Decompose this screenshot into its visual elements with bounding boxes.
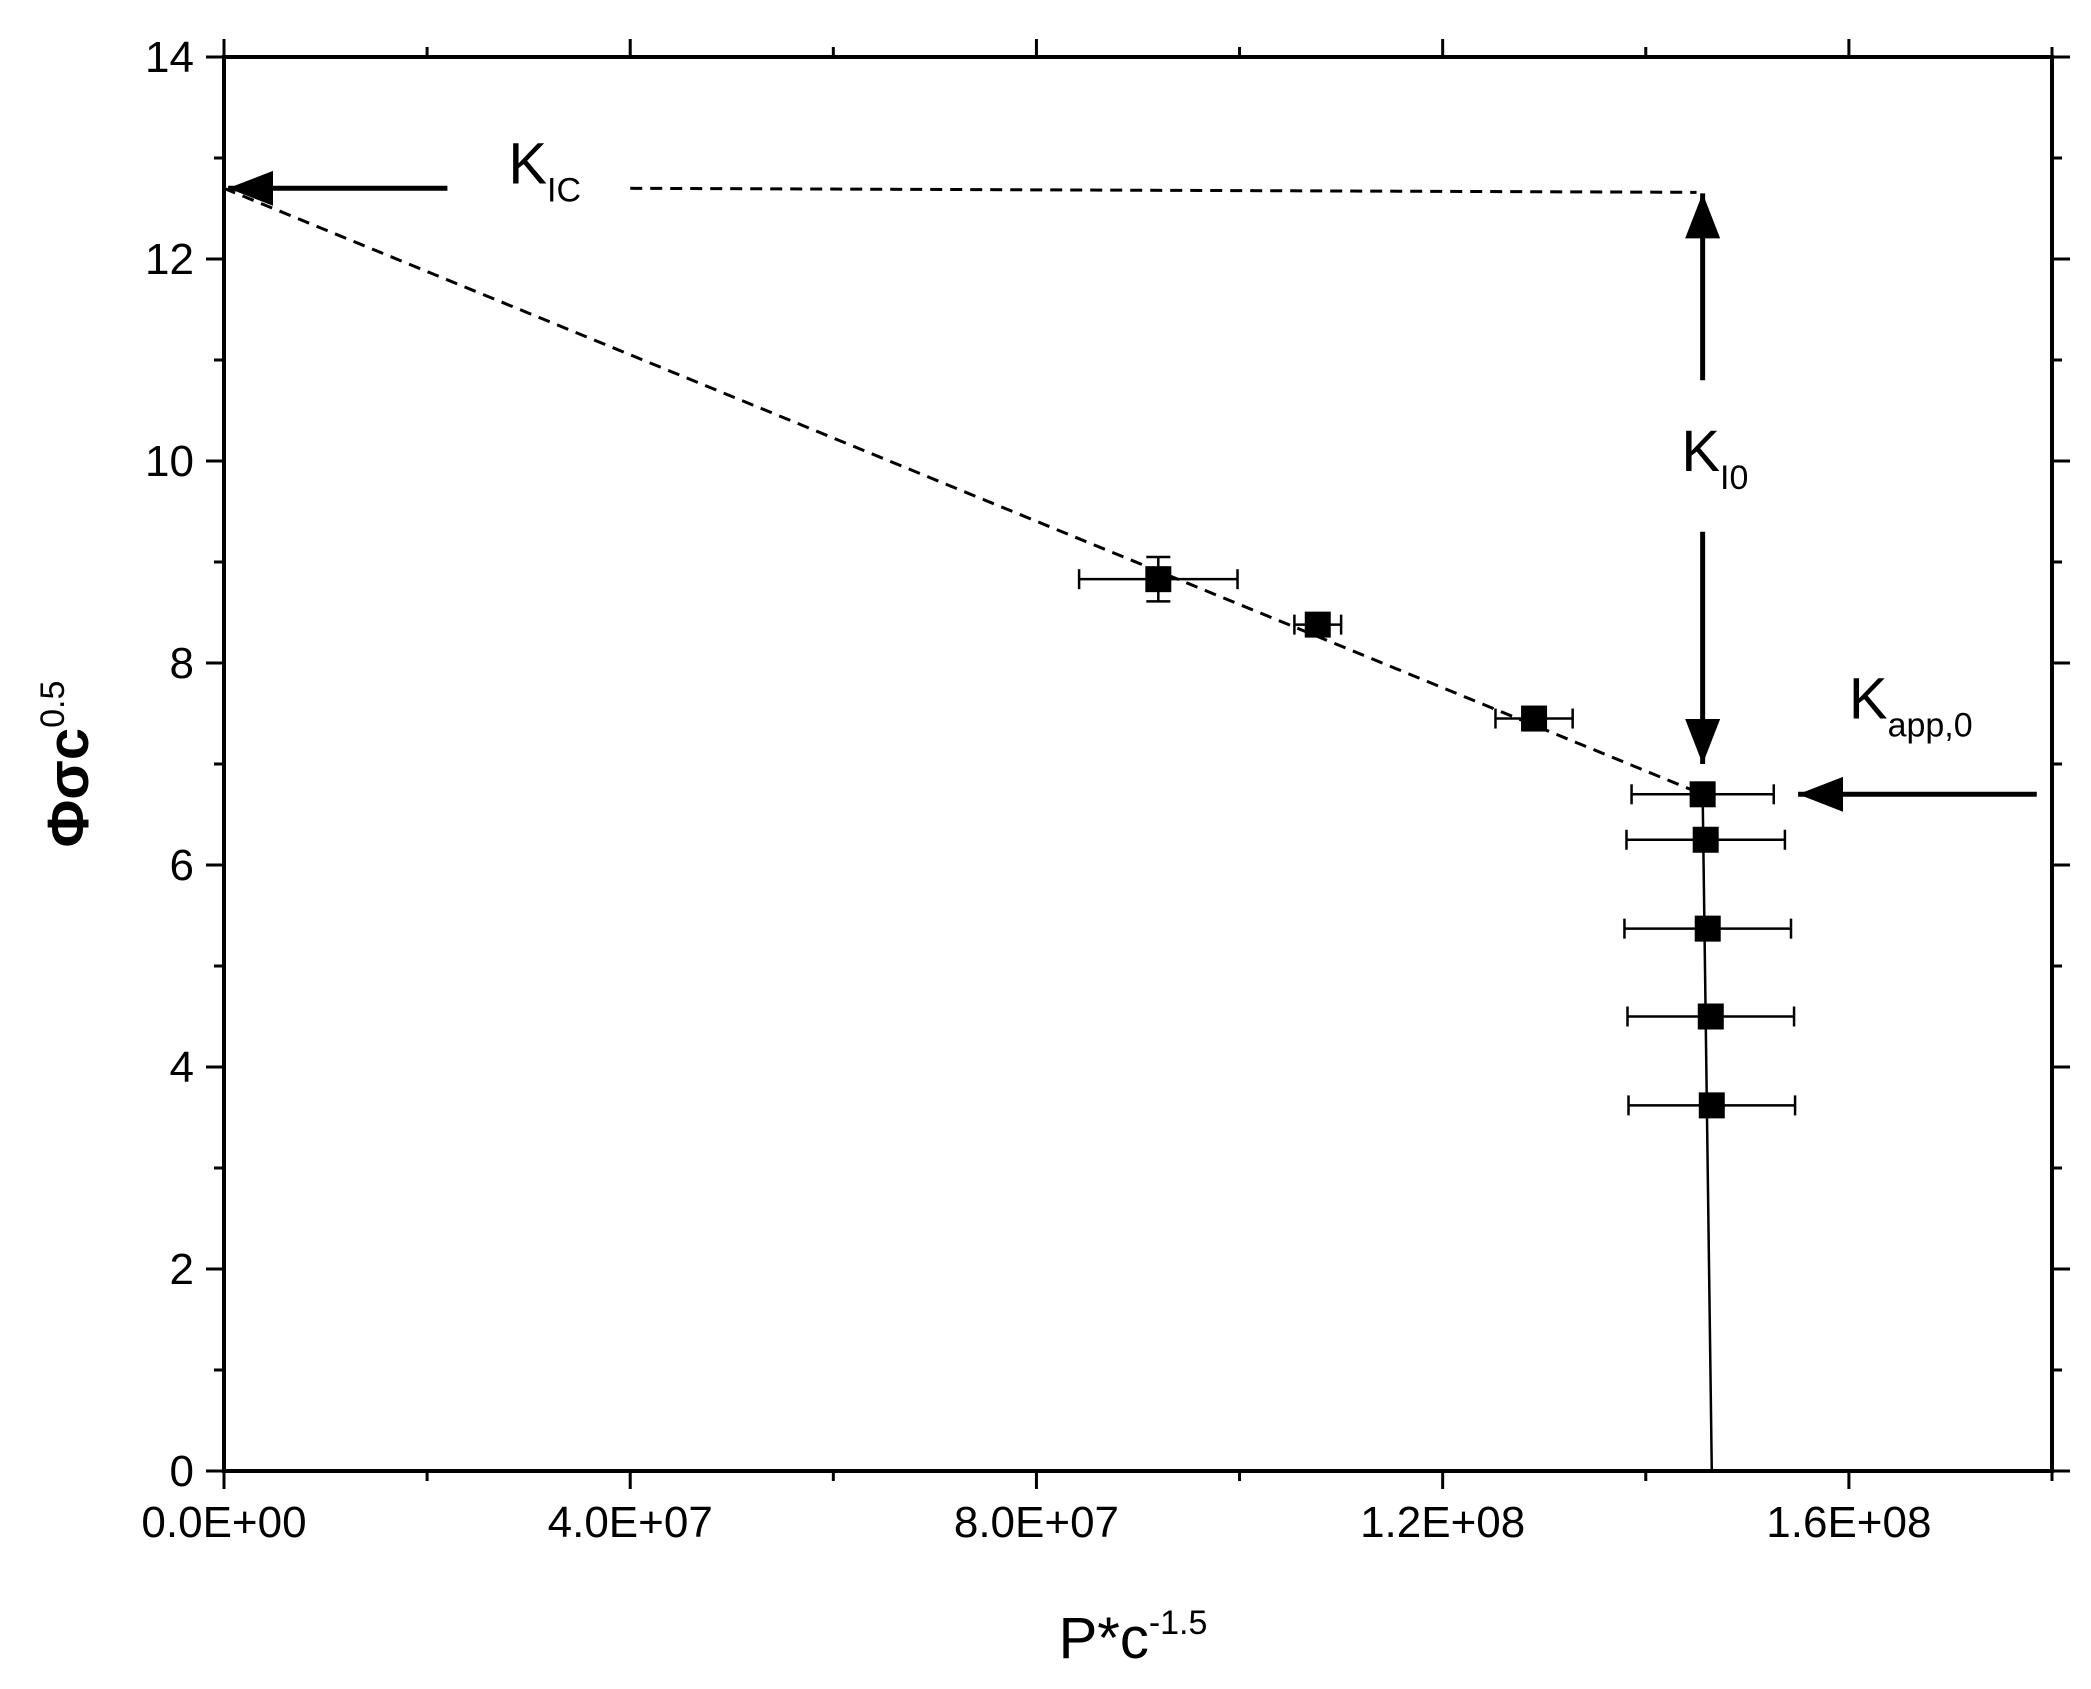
data-point xyxy=(1627,1092,1797,1119)
x-tick-label: 1.6E+08 xyxy=(1766,1498,1931,1547)
x-tick-label: 4.0E+07 xyxy=(548,1498,713,1547)
square-marker xyxy=(1692,826,1719,853)
y-tick-label: 4 xyxy=(170,1043,194,1092)
data-point xyxy=(1625,826,1787,853)
x-tick-label: 8.0E+07 xyxy=(954,1498,1119,1547)
annotation-ki0: KI0 xyxy=(1681,419,1748,497)
data-point xyxy=(1293,611,1343,638)
plot-lines xyxy=(223,186,1714,1472)
data-points xyxy=(1077,555,1797,1119)
square-marker xyxy=(1698,1092,1725,1119)
square-marker xyxy=(1694,915,1721,942)
kic-dashed-line xyxy=(630,186,1697,194)
data-point xyxy=(1494,705,1574,732)
annotations: KIC KI0 Kapp,0 xyxy=(228,131,2037,812)
square-marker xyxy=(1689,781,1716,808)
y-tick-label: 14 xyxy=(145,33,194,82)
x-tick-label: 0.0E+00 xyxy=(141,1498,306,1547)
data-point xyxy=(1077,555,1239,603)
axes: 0.0E+00 4.0E+07 8.0E+07 1.2E+08 1.6E+08 0 2 4 6 8… xyxy=(34,33,2070,1671)
plot-frame xyxy=(222,55,2054,1473)
data-point xyxy=(1623,915,1793,942)
y-tick-label: 6 xyxy=(170,841,194,890)
vertical-line xyxy=(1701,794,1714,1472)
x-axis-title: P*c-1.5 xyxy=(1059,1604,1208,1671)
fit-line-dashed xyxy=(223,186,1704,796)
data-point xyxy=(1626,1003,1796,1030)
y-tick-label: 2 xyxy=(170,1245,194,1294)
square-marker xyxy=(1521,705,1548,732)
square-marker xyxy=(1304,611,1331,638)
annotation-kapp0: Kapp,0 xyxy=(1849,667,1973,745)
data-point xyxy=(1630,781,1775,808)
square-marker xyxy=(1145,566,1172,593)
y-tick-label: 10 xyxy=(145,437,194,486)
x-tick-label: 1.2E+08 xyxy=(1360,1498,1525,1547)
y-tick-label: 12 xyxy=(145,235,194,284)
annotation-kic: KIC xyxy=(508,131,581,209)
square-marker xyxy=(1697,1003,1724,1030)
y-tick-label: 8 xyxy=(170,639,194,688)
y-tick-label: 0 xyxy=(170,1447,194,1496)
y-axis-title: Φσc0.5 xyxy=(34,681,101,848)
